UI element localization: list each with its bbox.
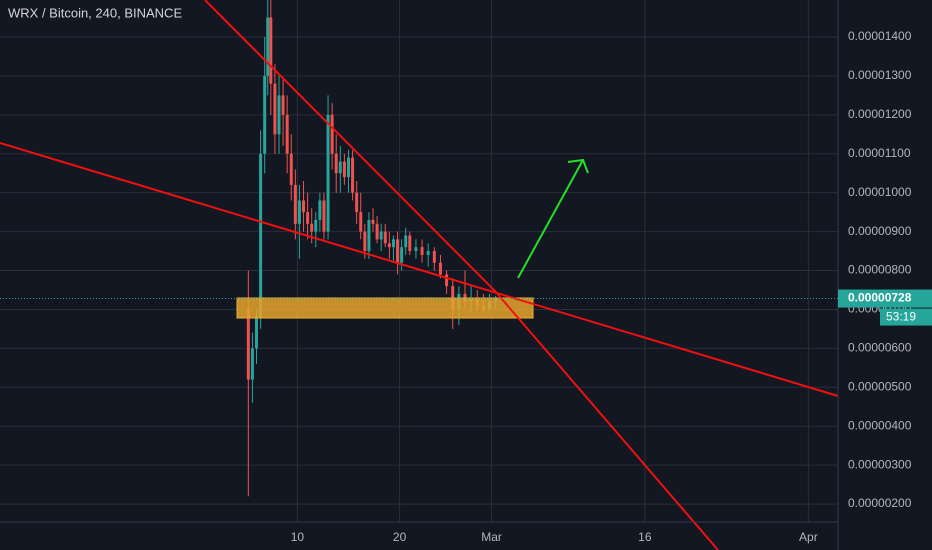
trend-line [204,0,719,550]
candle-body [400,247,404,263]
arrow [517,159,584,279]
x-tick-label: 20 [393,530,407,544]
support-zone [236,297,534,319]
candle-body [322,200,326,232]
candle-body [383,231,387,244]
candle-body [414,247,418,252]
candle-body [342,161,346,178]
candle-body [408,235,412,252]
candle-body [246,309,250,380]
y-tick-label: 0.00001000 [848,185,912,199]
candle-body [318,200,322,220]
candle-body [346,157,350,178]
candle-body [255,317,259,349]
candle-body [363,231,367,252]
last-price-label: 0.00000728 [848,291,912,305]
trend-line [0,142,839,397]
candle-body [330,114,334,154]
candle-body [266,17,270,76]
countdown: 53:19 [886,310,916,324]
candle-body [371,219,375,224]
candle-body [445,274,449,287]
y-tick-label: 0.00000900 [848,224,912,238]
candle-body [314,219,318,232]
candle-body [367,219,371,252]
candle-body [293,184,297,224]
candles [246,0,498,497]
candle-body [351,157,355,193]
candle-body [404,235,408,248]
candle-body [263,75,267,154]
candle-body [338,161,342,174]
candle-body [259,153,263,318]
grid [0,0,838,522]
candle-body [379,231,383,240]
candle-body [250,348,254,380]
candle-body [269,17,273,84]
y-tick-label: 0.00001400 [848,29,912,43]
y-tick-label: 0.00000300 [848,457,912,471]
x-tick-label: Mar [481,530,502,544]
candle-body [306,212,310,224]
candle-body [391,239,395,248]
candle-body [426,251,430,255]
y-tick-label: 0.00000600 [848,341,912,355]
chart-title: WRX / Bitcoin, 240, BINANCE [8,5,182,20]
candle-body [277,95,281,135]
y-tick-label: 0.00000500 [848,379,912,393]
y-tick-label: 0.00001300 [848,68,912,82]
candle-body [359,212,363,232]
candle-body [334,153,338,174]
candle-body [387,243,391,248]
y-tick-label: 0.00000400 [848,418,912,432]
x-tick-label: Apr [799,530,818,544]
last-price-box [838,289,932,308]
y-tick-label: 0.00000200 [848,496,912,510]
candle-body [326,114,330,232]
x-tick-label: 16 [638,530,652,544]
x-tick-label: 10 [291,530,305,544]
y-tick-label: 0.00000800 [848,263,912,277]
candle-body [310,223,314,232]
candle-body [432,251,436,263]
arrow-head [567,158,589,174]
candle-body [297,200,301,224]
candle-body [420,247,424,255]
candle-body [375,223,379,240]
y-tick-label: 0.00001200 [848,107,912,121]
candle-body [285,114,289,154]
candle-body [289,153,293,185]
candle-body [273,83,277,135]
candle-body [396,239,400,263]
candle-body [438,262,442,275]
candle-body [355,192,359,213]
candle-body [281,95,285,115]
y-tick-label: 0.00001100 [848,146,911,160]
countdown-box [880,308,932,326]
candle-body [302,200,306,213]
